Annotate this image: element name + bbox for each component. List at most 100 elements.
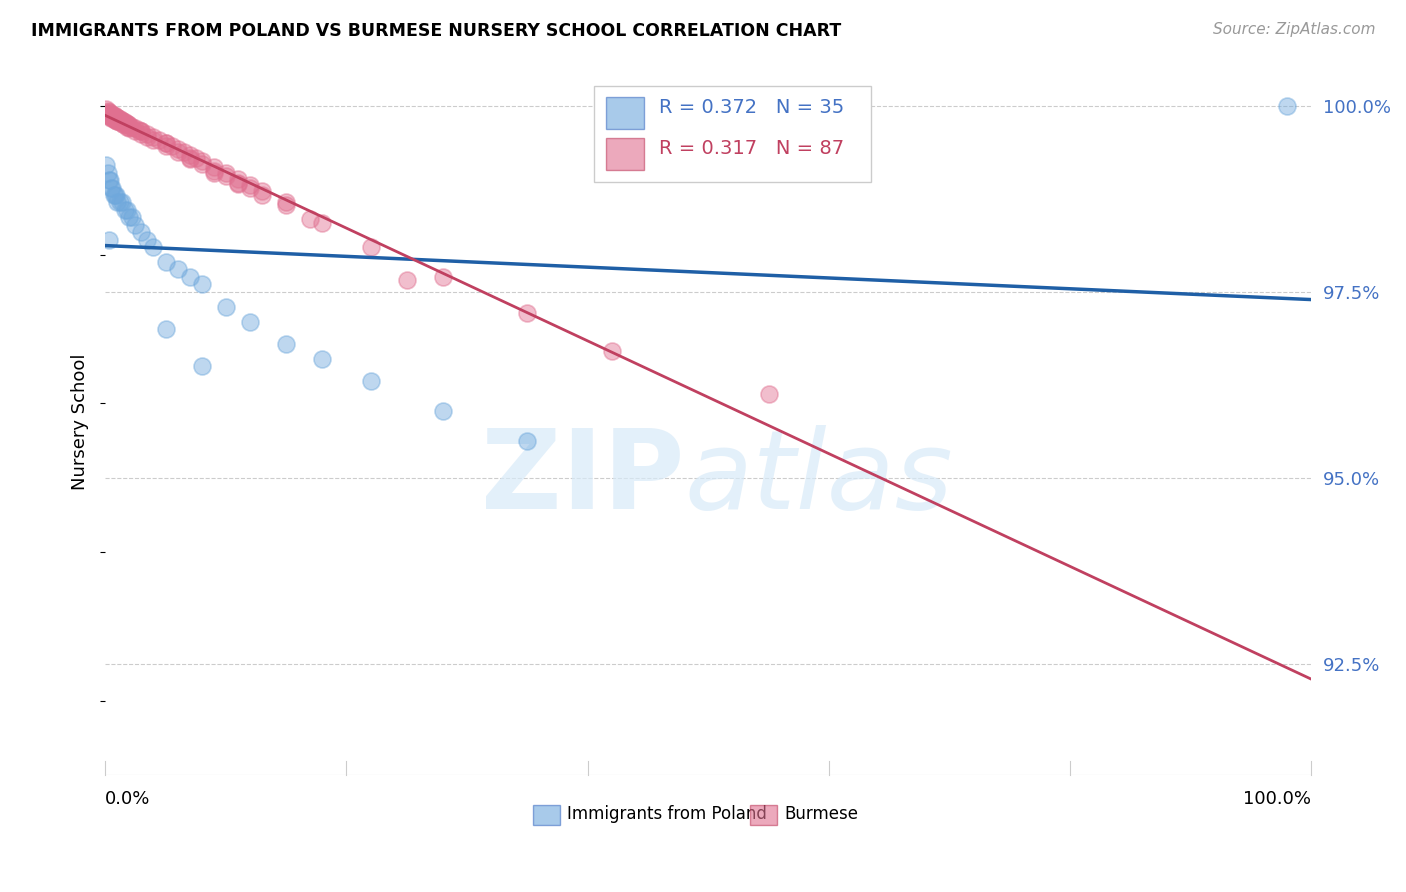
Point — [97, 108, 120, 122]
Point — [360, 240, 382, 254]
Point — [155, 139, 177, 153]
Point — [166, 142, 188, 156]
Point — [105, 110, 128, 124]
Point — [111, 113, 134, 128]
Point — [166, 262, 188, 277]
Point — [131, 124, 153, 138]
Point — [142, 130, 165, 145]
Point — [142, 133, 165, 147]
Point — [124, 121, 146, 136]
Point — [179, 269, 201, 284]
Point — [128, 122, 150, 136]
Point — [100, 110, 122, 124]
Point — [299, 211, 322, 226]
Point — [131, 124, 153, 138]
Point — [1275, 99, 1298, 113]
Point — [112, 114, 135, 128]
Point — [100, 180, 122, 194]
Point — [215, 300, 238, 314]
Point — [115, 117, 138, 131]
Point — [274, 336, 297, 351]
Point — [114, 116, 136, 130]
Point — [108, 115, 131, 129]
Point — [131, 127, 153, 141]
Point — [108, 112, 131, 127]
Text: R = 0.317   N = 87: R = 0.317 N = 87 — [659, 139, 844, 158]
Point — [118, 120, 141, 134]
Point — [110, 112, 132, 127]
Point — [179, 153, 201, 167]
Point — [190, 359, 212, 373]
Point — [202, 166, 225, 180]
Point — [432, 269, 454, 284]
Point — [108, 195, 131, 210]
Point — [101, 108, 124, 122]
Point — [111, 195, 134, 210]
Point — [118, 211, 141, 225]
Point — [190, 153, 212, 168]
Point — [97, 103, 120, 118]
Point — [142, 240, 165, 254]
Point — [105, 113, 128, 128]
Point — [516, 434, 538, 448]
Point — [97, 233, 120, 247]
Text: R = 0.372   N = 35: R = 0.372 N = 35 — [659, 98, 844, 117]
Point — [360, 374, 382, 388]
Point — [179, 148, 201, 162]
Point — [100, 111, 122, 125]
Point — [155, 255, 177, 269]
Point — [250, 184, 273, 198]
Point — [179, 151, 201, 165]
Point — [239, 180, 262, 194]
Text: 0.0%: 0.0% — [105, 790, 150, 808]
Text: ZIP: ZIP — [481, 425, 685, 532]
Point — [97, 105, 120, 120]
Point — [105, 113, 128, 128]
Point — [112, 117, 135, 131]
Point — [97, 166, 120, 180]
Point — [105, 111, 128, 125]
Point — [114, 202, 136, 217]
Point — [103, 112, 125, 126]
FancyBboxPatch shape — [606, 97, 644, 128]
Point — [98, 109, 121, 123]
Point — [103, 108, 125, 122]
FancyBboxPatch shape — [751, 805, 778, 825]
Point — [98, 173, 121, 187]
Point — [226, 177, 249, 191]
Point — [112, 117, 135, 131]
Point — [101, 111, 124, 125]
Point — [104, 188, 127, 202]
Point — [274, 198, 297, 212]
Point — [215, 169, 238, 183]
Point — [105, 195, 128, 210]
Point — [103, 188, 125, 202]
Point — [124, 124, 146, 138]
Point — [190, 157, 212, 171]
Text: 100.0%: 100.0% — [1243, 790, 1312, 808]
Point — [105, 112, 128, 127]
Point — [97, 108, 120, 122]
Text: Source: ZipAtlas.com: Source: ZipAtlas.com — [1212, 22, 1375, 37]
Point — [155, 136, 177, 150]
Point — [516, 305, 538, 319]
Point — [100, 107, 122, 121]
Point — [202, 164, 225, 178]
Point — [311, 216, 333, 230]
Point — [117, 117, 139, 131]
Point — [311, 351, 333, 366]
Point — [395, 273, 418, 287]
Point — [600, 344, 623, 359]
Point — [184, 151, 207, 165]
Point — [96, 158, 118, 172]
Point — [173, 145, 195, 159]
Point — [114, 115, 136, 129]
Point — [136, 233, 159, 247]
Point — [104, 109, 127, 123]
Point — [155, 136, 177, 150]
Point — [115, 120, 138, 134]
Point — [226, 171, 249, 186]
Point — [105, 188, 128, 202]
Point — [190, 277, 212, 292]
Point — [121, 211, 143, 225]
